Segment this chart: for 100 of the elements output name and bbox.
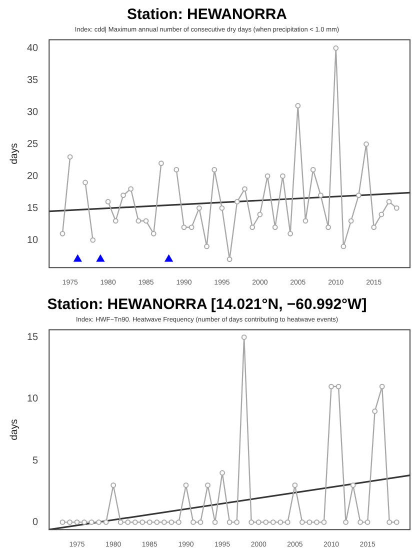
y-tick-label: 15 [27, 332, 39, 343]
point [378, 212, 384, 218]
point [198, 520, 204, 525]
point [196, 205, 202, 211]
y-tick-label: 15 [27, 202, 39, 214]
point [295, 103, 301, 108]
point [90, 237, 96, 243]
point [234, 198, 240, 204]
point [394, 520, 400, 525]
point [112, 218, 118, 224]
y-axis-title: days [8, 143, 20, 164]
chart-title: Station: HEWANORRA [14.021°N, −60.992°W] [47, 296, 367, 314]
point [96, 520, 102, 525]
point [88, 520, 94, 525]
point [302, 218, 308, 224]
point [82, 180, 88, 186]
point [219, 205, 225, 211]
point [158, 160, 164, 166]
point [188, 224, 194, 230]
point [190, 520, 196, 525]
point [284, 520, 290, 525]
y-tick-label: 20 [27, 170, 39, 182]
y-tick-label: 0 [32, 516, 39, 528]
point [336, 384, 342, 390]
point [146, 520, 152, 525]
point [364, 141, 369, 147]
y-axis-title: days [8, 419, 20, 440]
point [364, 520, 370, 525]
point [74, 520, 80, 525]
point [278, 520, 284, 525]
point [386, 198, 392, 204]
point [60, 230, 66, 236]
point [340, 244, 346, 250]
point [105, 198, 111, 204]
point [306, 520, 312, 525]
point [183, 482, 189, 488]
point [161, 520, 167, 525]
y-tick-label: 30 [27, 106, 39, 118]
point [343, 520, 348, 525]
point [220, 470, 225, 476]
point [356, 192, 362, 198]
point [125, 520, 131, 525]
point [288, 230, 294, 236]
point [257, 212, 263, 218]
point [212, 520, 218, 525]
point [67, 520, 72, 525]
point [226, 520, 232, 525]
point [140, 520, 146, 525]
point [292, 482, 298, 488]
point [174, 166, 180, 172]
point [300, 520, 305, 525]
y-tick-label: 5 [32, 455, 39, 466]
point [181, 224, 187, 230]
point [333, 45, 339, 51]
point [234, 520, 240, 525]
point [264, 173, 270, 179]
point [74, 254, 82, 262]
point [263, 520, 269, 525]
point [136, 218, 142, 224]
point [120, 192, 126, 198]
y-tick-label: 10 [27, 394, 39, 405]
point [118, 520, 124, 525]
point [348, 218, 354, 224]
point [154, 520, 160, 525]
point [226, 256, 232, 262]
point [132, 520, 138, 525]
point [328, 384, 334, 390]
point [204, 244, 210, 250]
point [270, 520, 276, 525]
point [250, 224, 256, 230]
point [67, 154, 73, 160]
point [60, 520, 66, 525]
point [372, 408, 378, 414]
point [241, 334, 247, 340]
point [205, 482, 210, 488]
point [103, 520, 109, 525]
point [143, 218, 149, 224]
point [82, 520, 87, 525]
point [256, 520, 262, 525]
point [110, 482, 116, 488]
point [176, 520, 182, 525]
point [379, 384, 385, 390]
point [272, 224, 278, 230]
point [326, 224, 331, 230]
y-tick-label: 40 [27, 42, 39, 54]
point [168, 520, 174, 525]
y-tick-label: 35 [27, 74, 39, 86]
point [242, 186, 248, 192]
point [128, 186, 134, 192]
y-tick-label: 25 [27, 138, 39, 150]
point [358, 520, 364, 525]
y-tick-label: 10 [27, 234, 39, 246]
point [164, 254, 173, 262]
chart-title: Station: HEWANORRA [127, 6, 288, 24]
point [150, 230, 156, 236]
point [321, 520, 327, 525]
point [318, 192, 324, 198]
point [386, 520, 392, 525]
point [371, 224, 377, 230]
point [212, 166, 218, 172]
